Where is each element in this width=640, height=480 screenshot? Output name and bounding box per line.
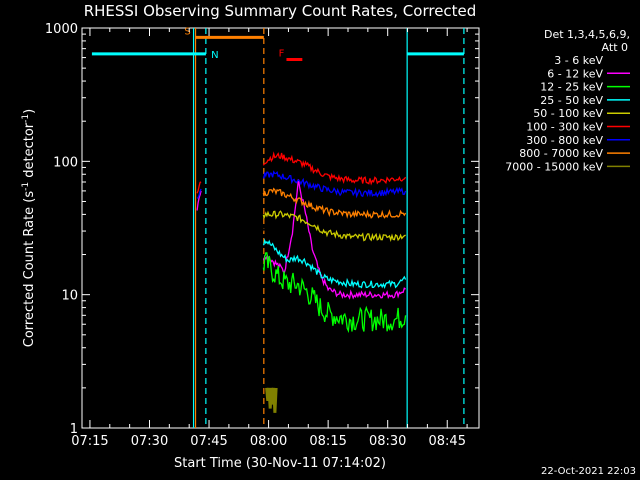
x-tick-label: 07:30 [131,434,168,449]
x-tick-label: 07:45 [190,434,227,449]
y-axis-label-part: ) [22,109,37,114]
y-axis-label-superscript: -1 [21,114,31,123]
y-axis-label-part: detector [22,122,37,182]
legend-label: 6 - 12 keV [547,67,603,80]
legend-header-line: Att 0 [602,41,628,54]
legend-label: 12 - 25 keV [540,81,603,94]
x-tick-label: 08:30 [369,434,406,449]
interval-label: F [279,49,285,60]
legend-label: 800 - 7000 keV [519,147,603,160]
y-tick-label: 1 [70,422,78,437]
x-axis-label: Start Time (30-Nov-11 07:14:02) [174,456,386,471]
chart-title: RHESSI Observing Summary Count Rates, Co… [84,2,477,20]
x-tick-label: 08:00 [250,434,287,449]
y-tick-label: 10 [61,289,78,304]
x-tick-label: 08:15 [309,434,346,449]
footer-timestamp: 22-Oct-2021 22:03 [541,466,636,477]
y-tick-label: 1000 [45,22,78,37]
legend-label: 7000 - 15000 keV [505,160,603,173]
legend-header-line: Det 1,3,4,5,6,9, [544,28,630,41]
legend-label: 300 - 800 keV [526,134,603,147]
legend-label: 100 - 300 keV [526,121,603,134]
y-axis-label: Corrected Count Rate (s-1 detector-1) [21,109,37,347]
y-axis-label-superscript: -1 [21,182,31,191]
legend-label: 3 - 6 keV [554,54,603,67]
legend-label: 25 - 50 keV [540,94,603,107]
x-tick-label: 08:45 [429,434,466,449]
y-axis-label-part: Corrected Count Rate (s [22,191,37,348]
interval-label: N [211,50,218,61]
legend-label: 50 - 100 keV [533,107,603,120]
y-tick-label: 100 [53,155,78,170]
interval-label: S [184,26,190,37]
